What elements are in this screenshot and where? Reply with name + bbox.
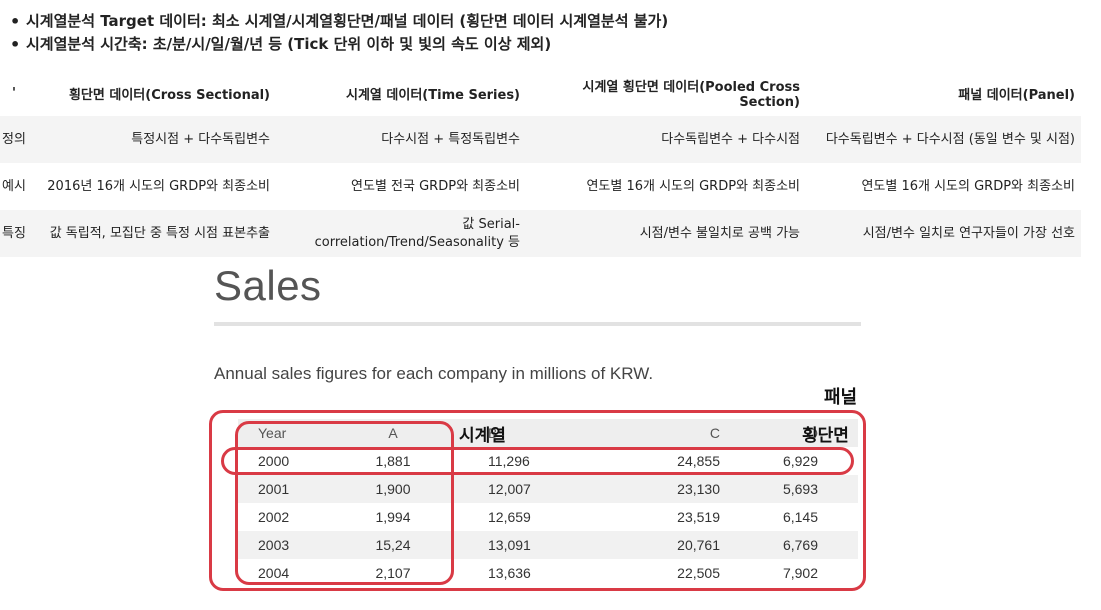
bullet-list: 시계열분석 Target 데이터: 최소 시계열/시계열횡단면/패널 데이터 (…: [8, 10, 668, 56]
value-cell: 5,693: [748, 475, 858, 503]
value-cell: 11,296: [488, 453, 530, 469]
value-cell: 23,519: [677, 509, 720, 525]
sales-header-row: Year A B C D: [238, 419, 858, 447]
data-type-comparison-table: ' 횡단면 데이터(Cross Sectional) 시계열 데이터(Time …: [0, 70, 1081, 257]
header-panel: 패널 데이터(Panel): [958, 87, 1075, 103]
value-cell: 13,636: [488, 565, 531, 581]
value-cell: 6,145: [782, 509, 818, 525]
year-cell: 2001: [238, 475, 338, 503]
table-cell: 다수독립변수 + 다수시점: [526, 116, 806, 163]
year-cell: 2002: [258, 509, 290, 525]
year-cell: 2003: [238, 531, 338, 559]
value-cell: 24,855: [677, 453, 720, 469]
table-cell: 연도별 16개 시도의 GRDP와 최종소비: [861, 178, 1075, 194]
sales-row: 2003 15,24 13,091 20,761 6,769: [238, 531, 858, 559]
value-cell: 12,659: [488, 509, 531, 525]
sales-title: Sales: [214, 262, 322, 309]
table-cell: 연도별 전국 GRDP와 최종소비: [351, 178, 520, 194]
value-cell: 6,929: [782, 453, 818, 469]
year-cell: 2000: [258, 453, 290, 469]
table-cell: 시점/변수 일치로 연구자들이 가장 선호: [806, 210, 1081, 257]
table-cell: 값 독립적, 모집단 중 특정 시점 표본추출: [28, 210, 276, 257]
bullet-item: 시계열분석 시간축: 초/분/시/일/월/년 등 (Tick 단위 이하 및 빛…: [8, 33, 668, 56]
table-cell: 다수시점 + 특정독립변수: [276, 116, 526, 163]
table-row-definition: 정의 특정시점 + 다수독립변수 다수시점 + 특정독립변수 다수독립변수 + …: [0, 116, 1081, 163]
time-series-highlight-box: [235, 421, 454, 585]
table-row-example: 예시 2016년 16개 시도의 GRDP와 최종소비 연도별 전국 GRDP와…: [0, 163, 1081, 210]
sales-table: Year A B C D 2000 1,881 11,296 24,855 6,…: [238, 419, 858, 587]
table-cell: 연도별 16개 시도의 GRDP와 최종소비: [586, 178, 800, 194]
time-series-annotation: 시계열: [459, 426, 506, 446]
table-cell: 2016년 16개 시도의 GRDP와 최종소비: [47, 178, 270, 194]
sales-row: 2004 2,107 13,636 22,505 7,902: [238, 559, 858, 587]
value-cell: 1,881: [375, 453, 411, 469]
header-corner-cell: ': [12, 85, 16, 101]
header-company-d: D: [748, 419, 858, 447]
value-cell: 12,007: [448, 475, 608, 503]
sales-row: 2002 1,994 12,659 23,519 6,145: [238, 503, 858, 531]
value-cell: 15,24: [338, 531, 448, 559]
sales-caption: Annual sales figures for each company in…: [214, 364, 654, 383]
table-cell: 다수독립변수 + 다수시점 (동일 변수 및 시점): [806, 116, 1081, 163]
bullet-item: 시계열분석 Target 데이터: 최소 시계열/시계열횡단면/패널 데이터 (…: [8, 10, 668, 33]
value-cell: 7,902: [782, 565, 818, 581]
row-label: 정의: [0, 116, 28, 163]
header-pooled-cross-section: 시계열 횡단면 데이터(Pooled Cross Section): [582, 80, 801, 110]
table-cell: 시점/변수 불일치로 공백 가능: [526, 210, 806, 257]
title-divider: [214, 322, 861, 326]
value-cell: 23,130: [608, 475, 748, 503]
table-cell: 값 Serial-correlation/Trend/Seasonality 등: [276, 210, 526, 257]
value-cell: 22,505: [677, 565, 720, 581]
cross-section-highlight-box: [221, 447, 854, 475]
sales-row: 2001 1,900 12,007 23,130 5,693: [238, 475, 858, 503]
sales-row: 2000 1,881 11,296 24,855 6,929: [238, 447, 858, 475]
header-cross-sectional: 횡단면 데이터(Cross Sectional): [68, 87, 270, 103]
value-cell: 13,091: [448, 531, 608, 559]
row-label: 특징: [0, 210, 28, 257]
panel-highlight-box: [209, 410, 866, 591]
cross-section-annotation: 횡단면: [802, 426, 849, 446]
header-company-c: C: [608, 419, 748, 447]
table-header-row: ' 횡단면 데이터(Cross Sectional) 시계열 데이터(Time …: [0, 70, 1081, 116]
panel-annotation: 패널: [824, 387, 858, 408]
year-cell: 2004: [258, 565, 290, 581]
value-cell: 2,107: [375, 565, 411, 581]
table-row-characteristics: 특징 값 독립적, 모집단 중 특정 시점 표본추출 값 Serial-corr…: [0, 210, 1081, 257]
table-cell: 특정시점 + 다수독립변수: [28, 116, 276, 163]
value-cell: 20,761: [608, 531, 748, 559]
value-cell: 6,769: [748, 531, 858, 559]
header-company-b: B: [448, 419, 608, 447]
row-label: 예시: [2, 178, 26, 194]
value-cell: 1,900: [338, 475, 448, 503]
value-cell: 1,994: [375, 509, 411, 525]
header-time-series: 시계열 데이터(Time Series): [346, 87, 520, 103]
